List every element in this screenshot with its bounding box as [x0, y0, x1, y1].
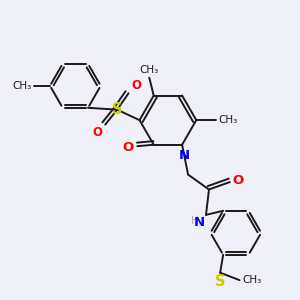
Text: N: N — [179, 149, 190, 163]
Text: CH₃: CH₃ — [218, 115, 237, 125]
Text: O: O — [92, 126, 102, 139]
Text: S: S — [112, 102, 122, 117]
Text: O: O — [122, 141, 134, 154]
Text: CH₃: CH₃ — [242, 275, 261, 285]
Text: O: O — [131, 79, 142, 92]
Text: CH₃: CH₃ — [140, 65, 159, 75]
Text: N: N — [194, 216, 205, 230]
Text: O: O — [233, 174, 244, 187]
Text: S: S — [215, 274, 225, 289]
Text: H: H — [191, 216, 199, 226]
Text: CH₃: CH₃ — [12, 81, 31, 91]
